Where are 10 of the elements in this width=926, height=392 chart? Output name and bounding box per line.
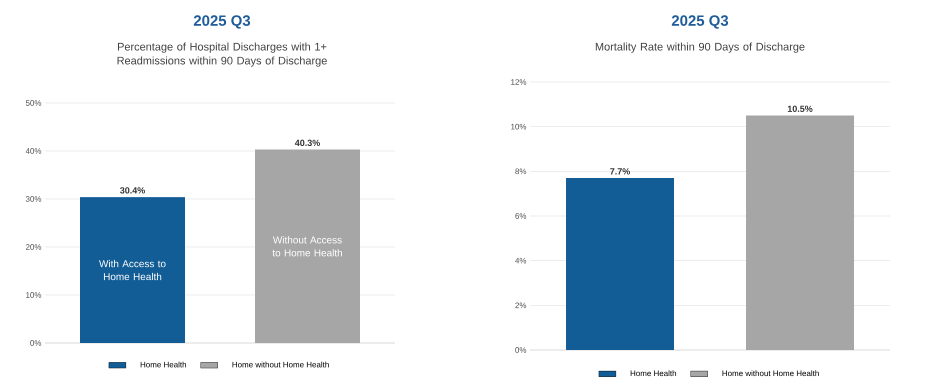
chart-subtitle: Mortality Rate within 90 Days of Discharge (596, 42, 805, 53)
chart-subtitle: Percentage of Hospital Discharges with 1+ Readmissions within 90 Days of Discharge (118, 42, 327, 67)
chart-title: 2025 Q3 (194, 15, 250, 29)
x-tick-label: Without Access to Home Health (272, 236, 342, 256)
data-label: 40.3% (294, 140, 320, 146)
chart-title: 2025 Q3 (672, 15, 728, 29)
data-label: 10.5% (788, 106, 812, 112)
x-tick-label: With Access to Home Health (99, 260, 166, 280)
data-label: 7.7% (610, 168, 630, 175)
data-label: 30.4% (120, 187, 145, 194)
